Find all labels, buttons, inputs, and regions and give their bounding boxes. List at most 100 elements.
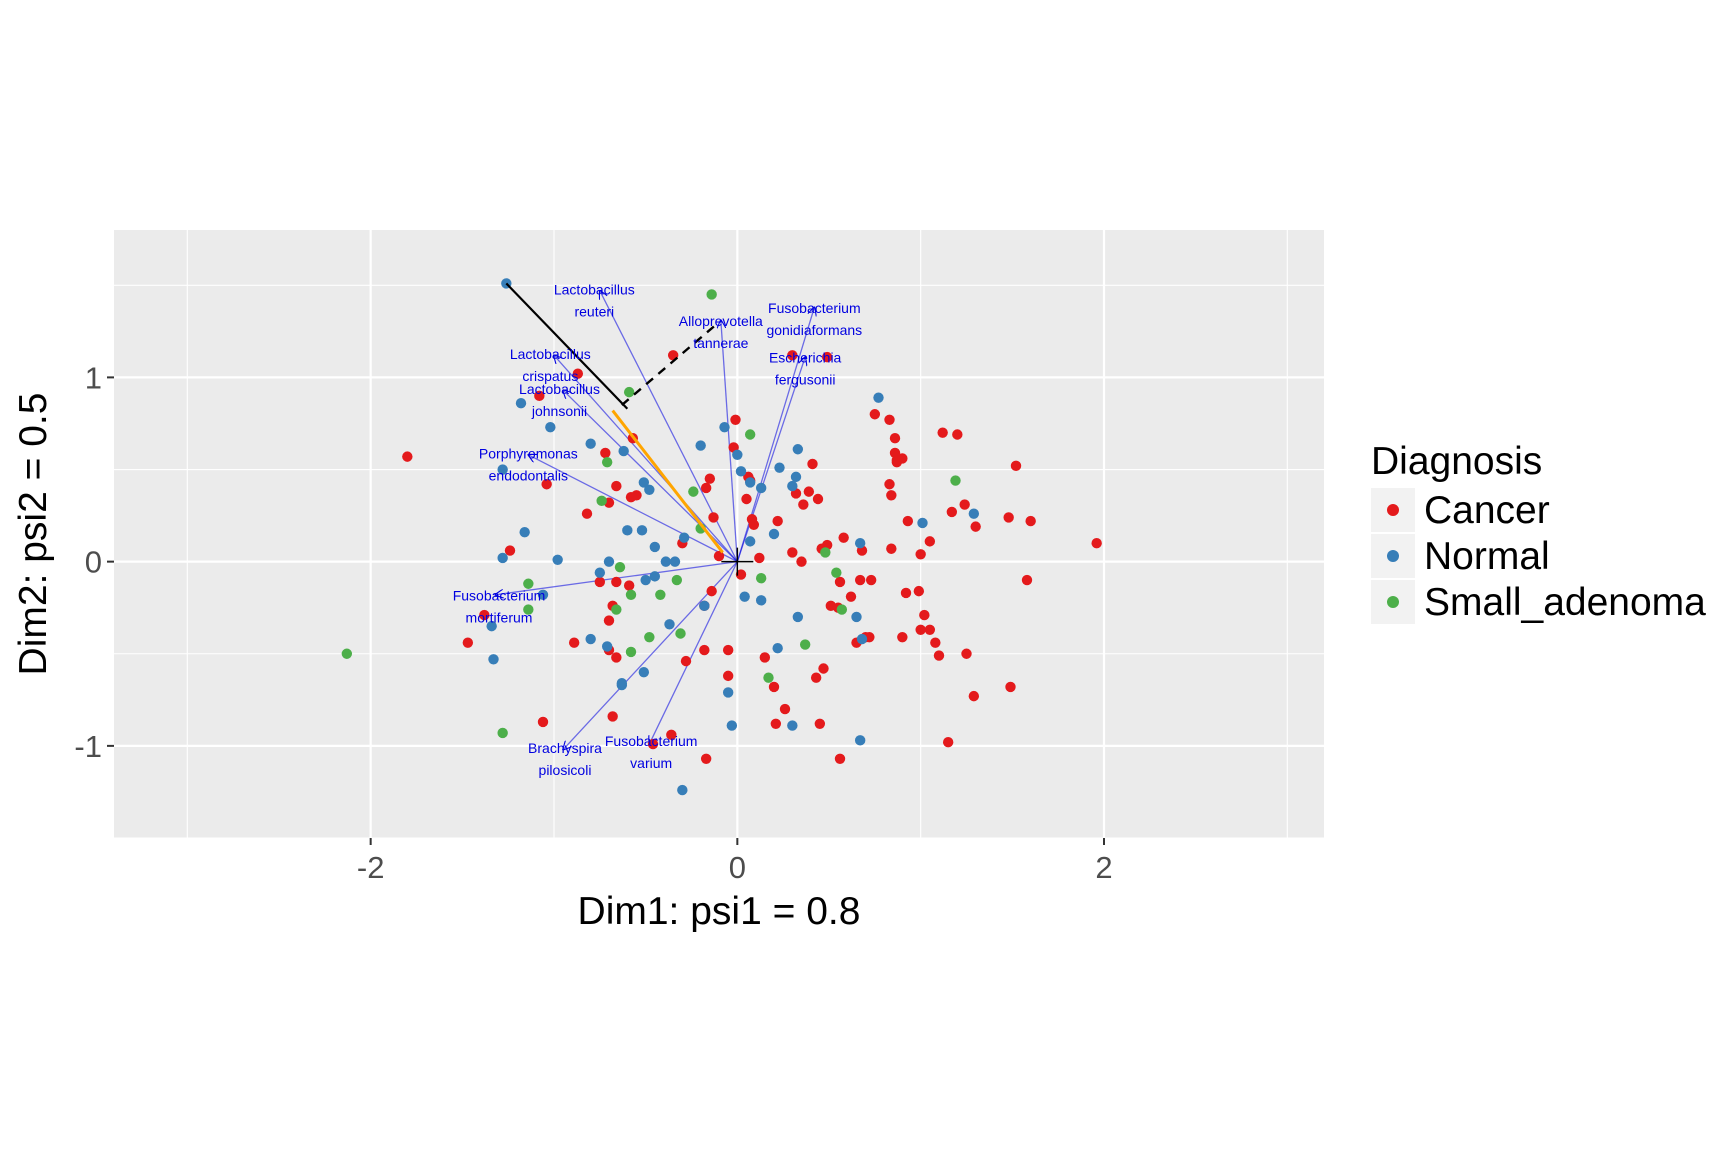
point-cancer	[970, 521, 981, 532]
taxon-label: pilosicoli	[539, 762, 592, 778]
point-cancer	[504, 545, 516, 556]
point-cancer	[779, 703, 791, 715]
point-cancer	[897, 631, 908, 643]
point-normal	[787, 480, 798, 492]
point-small-adenoma	[831, 567, 842, 578]
point-normal	[594, 567, 606, 578]
point-cancer	[770, 718, 782, 729]
taxon-label: Alloprevotella	[679, 313, 763, 329]
point-cancer	[821, 351, 833, 363]
point-cancer	[623, 580, 635, 591]
dashed-segment	[621, 321, 720, 406]
point-cancer	[611, 576, 622, 588]
point-small-adenoma	[836, 604, 848, 615]
point-normal	[726, 720, 738, 731]
point-cancer	[787, 350, 798, 361]
plot-panel	[114, 230, 1324, 838]
point-normal	[792, 611, 804, 623]
legend-key-small-adenoma	[1387, 596, 1399, 608]
point-cancer	[924, 624, 936, 636]
highlight-segments	[505, 282, 724, 554]
point-cancer	[768, 681, 780, 693]
point-normal	[744, 536, 756, 547]
point-cancer	[902, 515, 914, 527]
point-cancer	[865, 574, 877, 586]
point-normal	[664, 619, 675, 630]
taxon-arrow	[528, 455, 738, 563]
point-normal	[755, 595, 767, 606]
point-normal	[601, 641, 613, 652]
point-small-adenoma	[706, 289, 717, 300]
point-cancer	[611, 480, 622, 492]
point-normal	[660, 556, 672, 567]
taxon-label: Lactobacillus	[510, 346, 591, 362]
point-normal	[735, 466, 747, 477]
point-cancer	[942, 736, 954, 748]
point-cancer	[810, 672, 822, 683]
point-normal	[669, 556, 681, 567]
point-normal	[768, 528, 780, 540]
taxon-label: Fusobacterium	[605, 733, 698, 749]
point-small-adenoma	[523, 604, 534, 615]
point-small-adenoma	[601, 456, 613, 468]
taxon-label: mortiferum	[466, 609, 533, 625]
point-cancer	[930, 637, 941, 648]
taxon-label: Lactobacillus	[519, 381, 600, 397]
legend-label: Cancer	[1424, 489, 1550, 532]
data-points	[341, 278, 1102, 796]
point-cancer	[854, 574, 866, 586]
x-tick-label: 0	[729, 850, 746, 885]
point-cancer	[1010, 460, 1022, 472]
point-cancer	[807, 458, 818, 470]
point-cancer	[647, 738, 659, 750]
point-cancer	[730, 414, 741, 425]
y-tick-label: 0	[85, 545, 102, 580]
point-cancer	[961, 648, 972, 659]
point-cancer	[834, 753, 846, 764]
point-small-adenoma	[625, 589, 637, 600]
point-cancer	[787, 547, 798, 558]
point-cancer	[946, 506, 958, 518]
point-small-adenoma	[755, 573, 767, 584]
point-normal	[552, 554, 563, 565]
point-normal	[772, 643, 783, 654]
point-normal	[622, 525, 633, 536]
y-tick-label: -1	[74, 729, 102, 764]
taxon-label: Fusobacterium	[768, 300, 861, 316]
taxon-label: gonidiaformans	[766, 322, 862, 338]
point-normal	[792, 444, 804, 455]
legend-label: Normal	[1424, 535, 1550, 578]
point-cancer	[772, 515, 783, 527]
point-normal	[854, 538, 866, 549]
taxon-label: johnsonii	[531, 403, 587, 419]
point-cancer	[937, 427, 948, 438]
point-normal	[486, 620, 497, 632]
point-normal	[649, 541, 661, 553]
point-cancer	[1005, 681, 1016, 693]
point-normal	[644, 484, 655, 495]
taxon-label: reuteri	[574, 303, 614, 319]
point-cancer	[704, 473, 716, 484]
point-normal	[695, 440, 706, 451]
taxa-labels: Lactobacillus reuteri Alloprevotella tanner…	[453, 281, 862, 778]
point-normal	[917, 517, 928, 529]
point-cancer	[699, 644, 710, 656]
point-normal	[618, 445, 629, 457]
point-small-adenoma	[675, 628, 686, 639]
point-normal	[744, 477, 756, 488]
point-small-adenoma	[497, 727, 508, 739]
point-cancer	[803, 486, 815, 497]
point-small-adenoma	[623, 386, 635, 398]
point-cancer	[924, 536, 936, 547]
point-cancer	[913, 585, 925, 597]
point-normal	[497, 552, 508, 564]
point-cancer	[607, 711, 618, 722]
point-cancer	[534, 390, 545, 402]
point-normal	[585, 438, 596, 449]
y-tick-label: 1	[85, 360, 102, 395]
point-cancer	[884, 414, 895, 425]
taxon-label: Escherichia	[769, 350, 842, 366]
taxon-arrow	[554, 355, 738, 563]
point-small-adenoma	[655, 589, 666, 600]
point-normal	[873, 392, 884, 403]
